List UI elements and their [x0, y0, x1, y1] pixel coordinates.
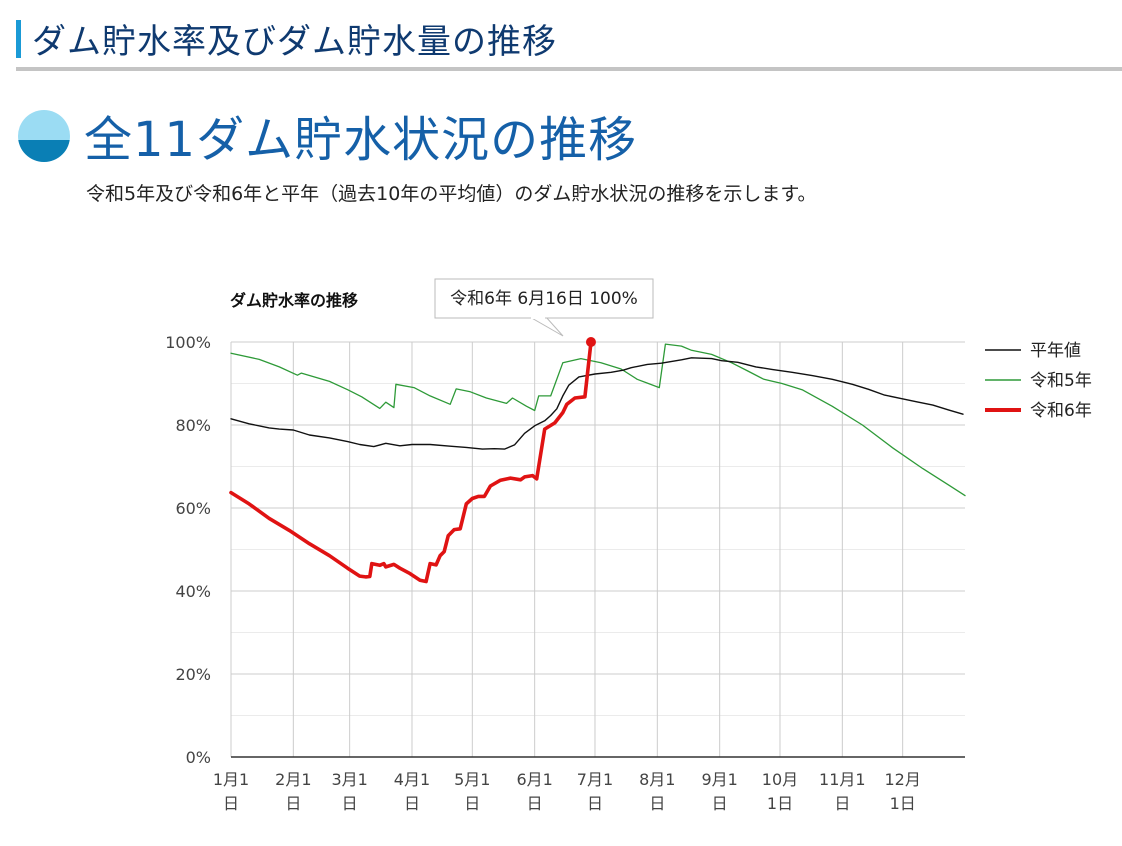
water-level-icon-lower: [18, 140, 70, 162]
x-tick-label-line2: 日: [587, 794, 603, 813]
x-tick-label: 10月: [762, 770, 798, 789]
y-tick-label: 0%: [186, 748, 211, 767]
chart-series: [229, 337, 966, 584]
series-line: [230, 343, 966, 497]
x-tick-label-line2: 日: [712, 794, 728, 813]
chart-axes: 0% 20% 40% 60% 80% 100% 1月1 日 2月1 日 3月1 日 4月1 日 5月1 日 6月…: [165, 333, 965, 813]
heading-underline: [16, 67, 1122, 71]
x-tick-label: 6月1: [516, 770, 552, 789]
y-tick-label: 20%: [175, 665, 211, 684]
tooltip-box: [434, 278, 654, 319]
series-line: [229, 340, 593, 584]
x-tick-label: 5月1: [454, 770, 490, 789]
page-heading-text: ダム貯水率及びダム貯水量の推移: [32, 22, 557, 62]
x-tick-label-line2: 1日: [767, 794, 793, 813]
legend-label: 平年値: [1030, 341, 1081, 361]
water-level-icon: [18, 110, 70, 162]
x-tick-label: 9月1: [701, 770, 737, 789]
x-tick-label-line2: 日: [342, 794, 358, 813]
tooltip-pointer-join: [531, 316, 545, 319]
x-tick-label-line2: 日: [285, 794, 301, 813]
x-tick-label: 3月1: [331, 770, 367, 789]
x-tick-label-line2: 日: [223, 794, 239, 813]
x-tick-label-line2: 日: [649, 794, 665, 813]
y-tick-label: 80%: [175, 416, 211, 435]
legend-label: 令和6年: [1030, 401, 1092, 421]
x-tick-label-line2: 日: [404, 794, 420, 813]
x-tick-label: 7月1: [577, 770, 613, 789]
chart-grid: [230, 341, 965, 757]
x-tick-label: 12月: [884, 770, 920, 789]
x-tick-label: 2月1: [275, 770, 311, 789]
tooltip-pointer: [528, 316, 564, 337]
x-tick-label: 11月1: [819, 770, 866, 789]
y-tick-label: 60%: [175, 499, 211, 518]
chart-title: ダム貯水率の推移: [230, 291, 358, 310]
heading-accent-bar: [16, 20, 21, 58]
x-tick-label-line2: 日: [464, 794, 480, 813]
x-tick-label: 8月1: [639, 770, 675, 789]
page-heading: ダム貯水率及びダム貯水量の推移: [16, 12, 1122, 71]
tooltip-text: 令和6年 6月16日 100%: [450, 289, 638, 309]
x-tick-label-line2: 日: [834, 794, 850, 813]
y-tick-label: 100%: [165, 333, 211, 352]
y-tick-label: 40%: [175, 582, 211, 601]
x-tick-label-line2: 1日: [890, 794, 916, 813]
section-title: 全11ダム貯水状況の推移: [84, 112, 638, 168]
legend-label: 令和5年: [1030, 371, 1092, 391]
x-tick-label: 1月1: [213, 770, 249, 789]
highlight-point: [585, 337, 596, 347]
x-tick-label-line2: 日: [527, 794, 543, 813]
x-tick-label: 4月1: [394, 770, 430, 789]
section-description: 令和5年及び令和6年と平年（過去10年の平均値）のダム貯水状況の推移を示します。: [86, 183, 817, 205]
chart-tooltip: 令和6年 6月16日 100%: [434, 278, 654, 337]
series-line: [230, 357, 964, 450]
